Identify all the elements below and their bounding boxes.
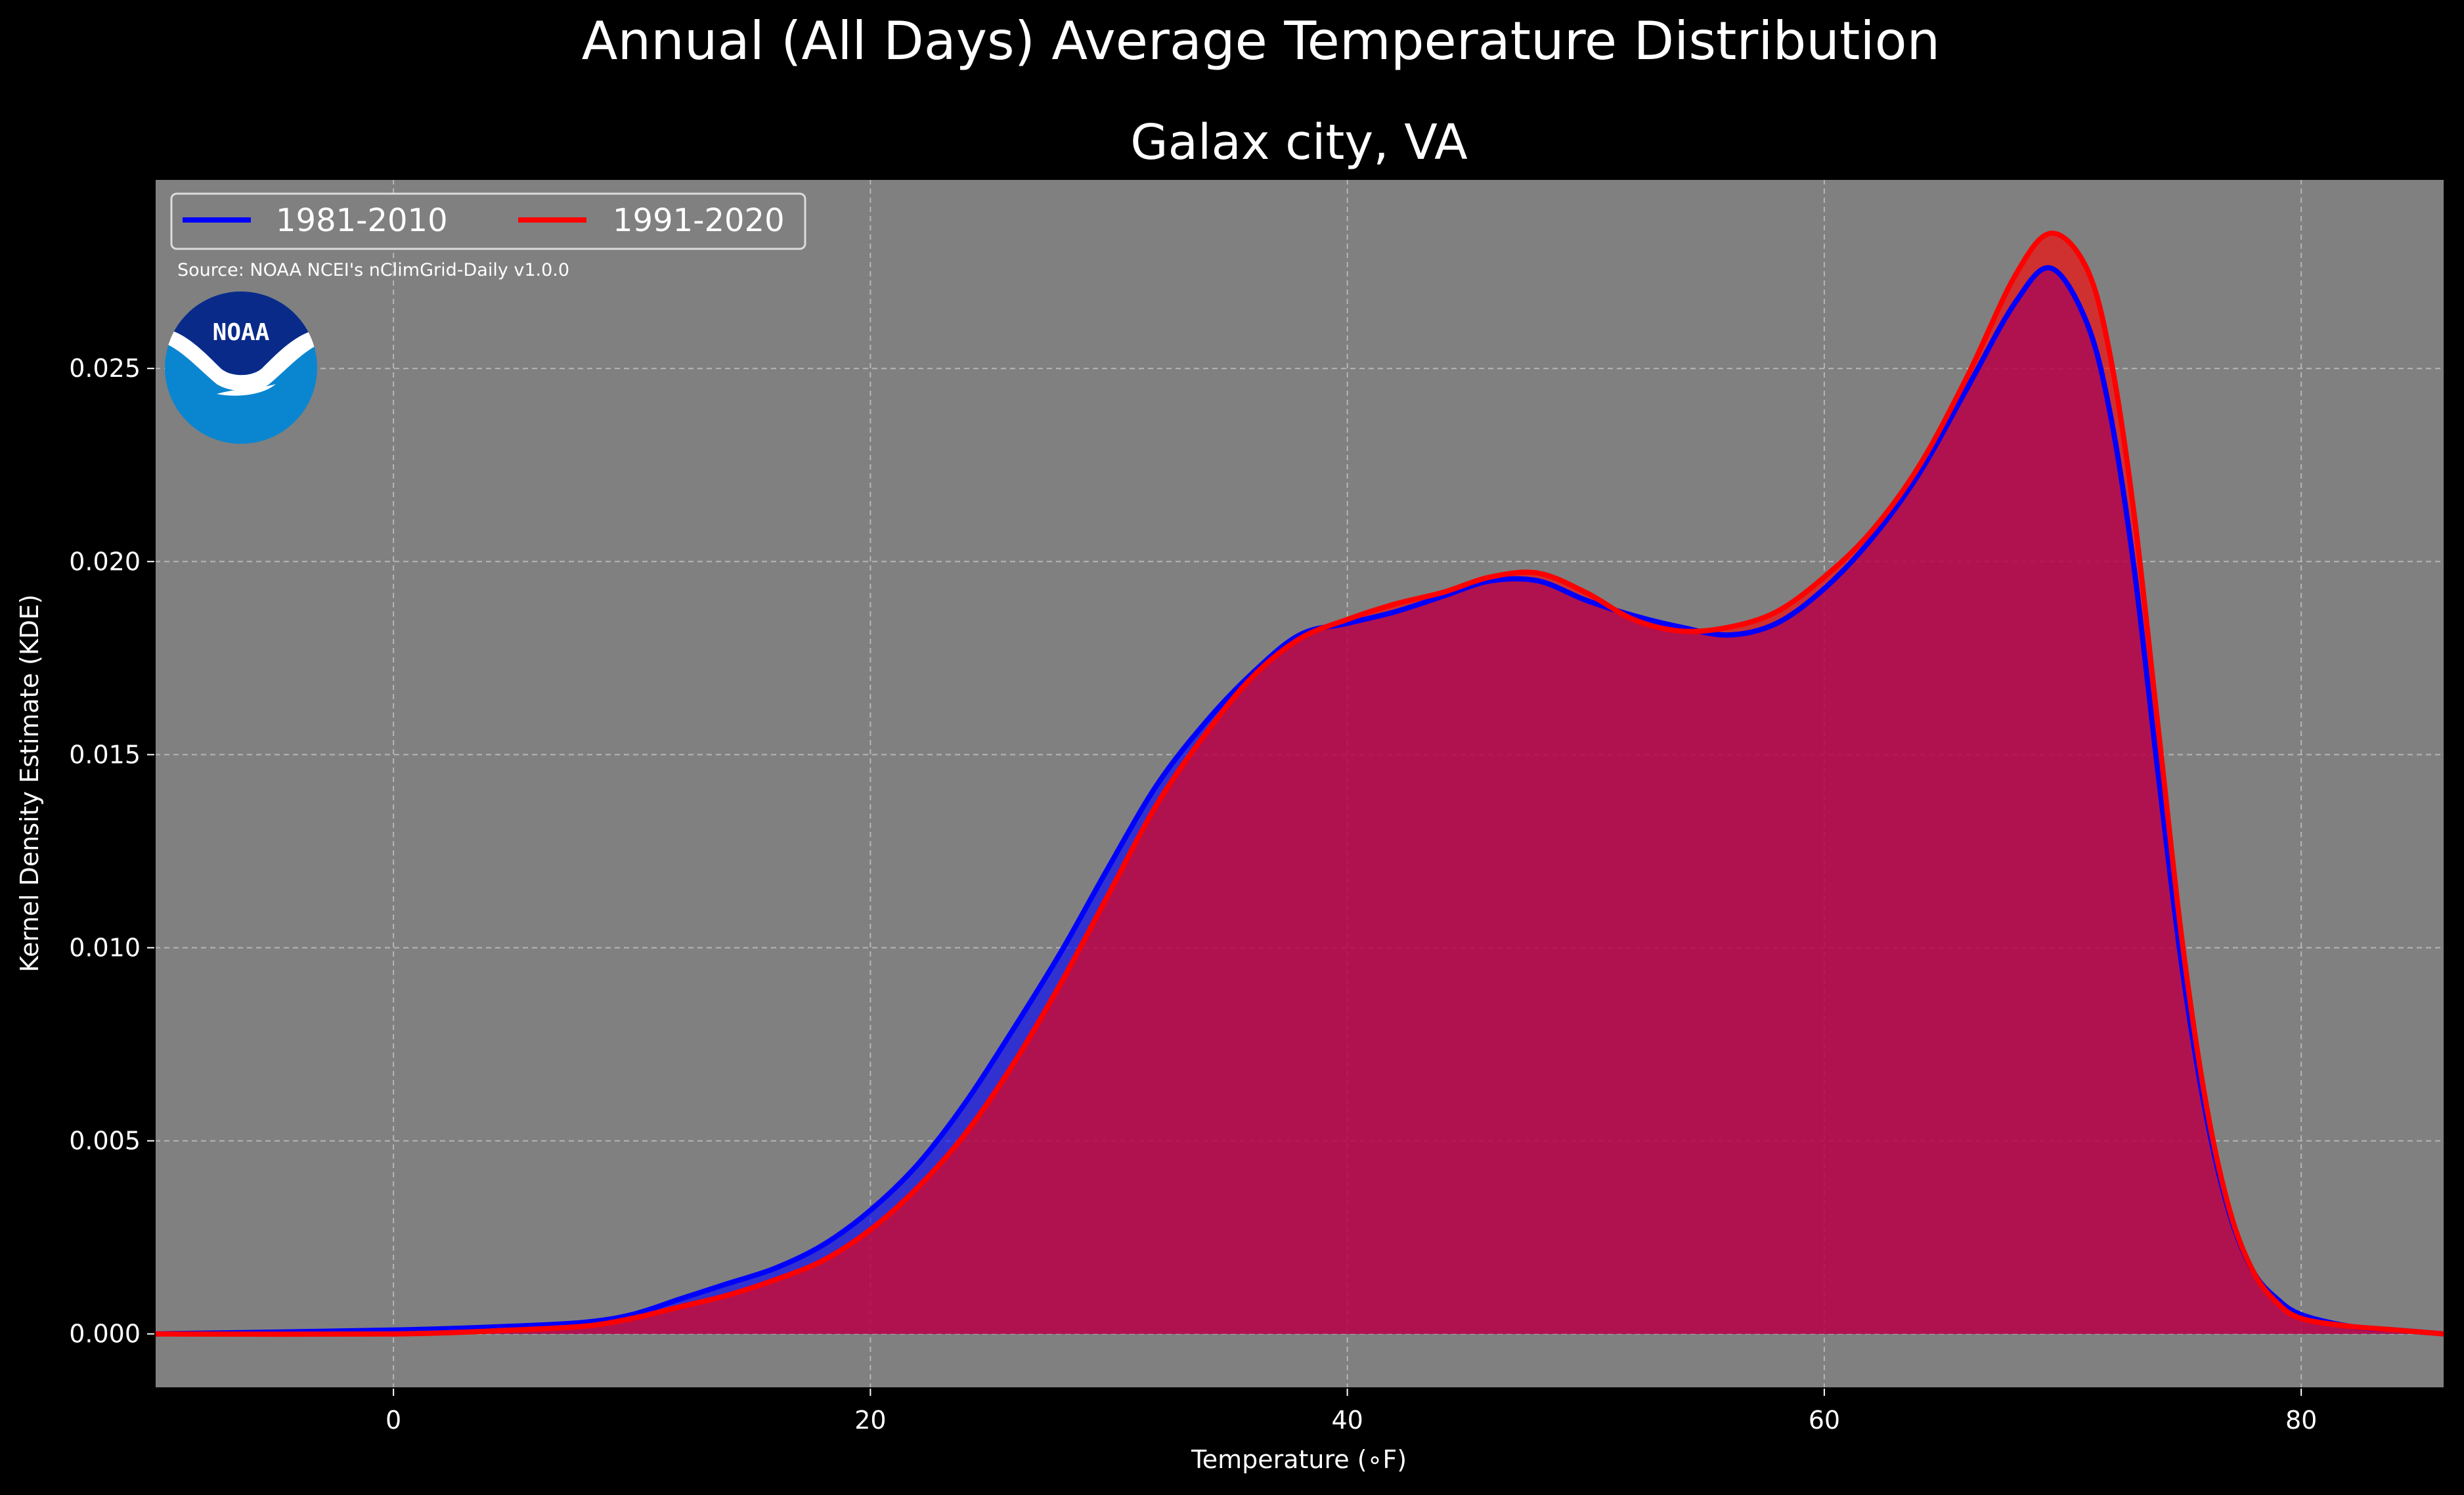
series-line-1981-2010 [154,265,2445,1337]
chart-title: Annual (All Days) Average Temperature Di… [582,11,1940,72]
legend-label-1981-2010: 1981-2010 [276,202,448,239]
y-axis-ticks: 0.000 0.005 0.010 0.015 0.020 0.025 [69,354,155,1349]
y-tick-label: 0.020 [69,547,141,576]
logo-wordmark: NOAA [213,319,270,346]
y-axis-label: Kernel Density Estimate (KDE) [15,594,44,972]
legend-label-1991-2020: 1991-2020 [613,202,785,239]
y-tick-label: 0.000 [69,1320,141,1349]
y-tick-label: 0.005 [69,1127,141,1156]
series-lines [154,230,2445,1337]
series-fill-1991-2020 [155,233,2444,1335]
x-tick-label: 0 [385,1406,401,1435]
plot-border [154,179,2445,1389]
series-line-1991-2020 [154,230,2445,1337]
y-tick-label: 0.025 [69,354,141,383]
logo-seagull-tail [217,384,276,396]
x-tick-label: 80 [2285,1406,2317,1435]
x-axis-label: Temperature (∘F) [1191,1445,1407,1474]
x-tick-label: 20 [854,1406,886,1435]
x-tick-label: 60 [1809,1406,1840,1435]
y-tick-label: 0.010 [69,933,141,962]
chart-subtitle: Galax city, VA [1130,114,1468,171]
x-tick-label: 40 [1331,1406,1363,1435]
source-note: Source: NOAA NCEI's nClimGrid-Daily v1.0… [177,260,569,280]
y-tick-label: 0.015 [69,740,141,769]
series-fills [155,233,2444,1335]
legend: 1981-2010 1991-2020 [170,192,806,250]
legend-frame [170,192,806,250]
x-axis-ticks: 0 20 40 60 80 [385,1388,2317,1435]
